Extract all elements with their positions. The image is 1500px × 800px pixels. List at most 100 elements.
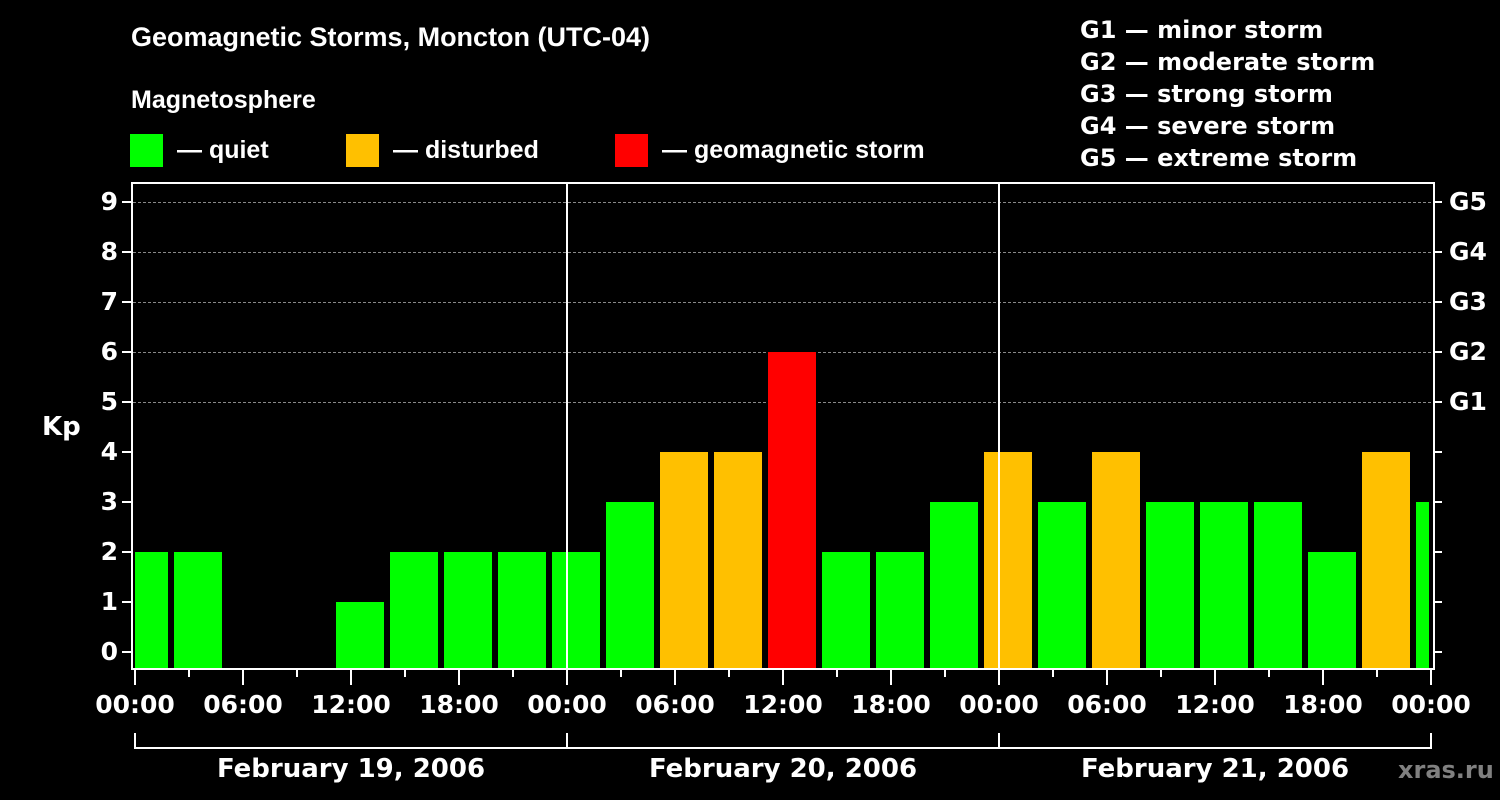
y-tick bbox=[122, 501, 131, 503]
x-tick-label: 06:00 bbox=[203, 690, 283, 719]
x-tick-label: 00:00 bbox=[959, 690, 1039, 719]
g-level-label: G1 bbox=[1449, 387, 1487, 416]
x-tick-major bbox=[1214, 668, 1216, 685]
x-tick-label: 18:00 bbox=[851, 690, 931, 719]
kp-bar bbox=[822, 552, 870, 668]
date-label: February 21, 2006 bbox=[1080, 754, 1350, 784]
kp-bar bbox=[336, 602, 384, 668]
kp-bar bbox=[1092, 452, 1140, 668]
day-separator bbox=[998, 182, 1000, 668]
kp-bar bbox=[1146, 502, 1194, 668]
kp-bar bbox=[1254, 502, 1302, 668]
x-tick-label: 18:00 bbox=[419, 690, 499, 719]
y-tick-right bbox=[1433, 601, 1442, 603]
kp-bar bbox=[390, 552, 438, 668]
kp-bar bbox=[1362, 452, 1410, 668]
x-tick-label: 12:00 bbox=[1175, 690, 1255, 719]
x-tick-label: 12:00 bbox=[311, 690, 391, 719]
g-level-label: G5 bbox=[1449, 187, 1487, 216]
x-tick-minor bbox=[1376, 668, 1378, 677]
y-tick-right bbox=[1433, 551, 1442, 553]
chart-title: Geomagnetic Storms, Moncton (UTC-04) bbox=[131, 22, 651, 52]
kp-bar bbox=[444, 552, 492, 668]
x-tick-major bbox=[674, 668, 676, 685]
x-tick-major bbox=[1106, 668, 1108, 685]
y-tick-right bbox=[1433, 651, 1442, 653]
x-tick-label: 06:00 bbox=[635, 690, 715, 719]
date-bracket-line bbox=[134, 747, 1432, 749]
y-tick-right bbox=[1433, 401, 1442, 403]
x-tick-major bbox=[998, 668, 1000, 685]
date-bracket-tick bbox=[998, 733, 1000, 749]
date-bracket-tick bbox=[1430, 733, 1432, 749]
y-tick-label: 0 bbox=[100, 637, 118, 666]
x-tick-minor bbox=[836, 668, 838, 677]
legend-storm: — geomagnetic storm bbox=[615, 133, 925, 167]
y-tick-right bbox=[1433, 201, 1442, 203]
x-tick-major bbox=[350, 668, 352, 685]
y-tick-label: 3 bbox=[100, 487, 118, 516]
y-tick-label: 9 bbox=[100, 187, 118, 216]
day-separator bbox=[566, 182, 568, 668]
x-tick-major bbox=[134, 668, 136, 685]
x-tick-major bbox=[1430, 668, 1432, 685]
kp-bar bbox=[768, 352, 816, 668]
y-tick bbox=[122, 451, 131, 453]
y-tick bbox=[122, 651, 131, 653]
x-tick-minor bbox=[188, 668, 190, 677]
g-level-label: G4 bbox=[1449, 237, 1487, 266]
x-tick-label: 18:00 bbox=[1283, 690, 1363, 719]
legend-disturbed: — disturbed bbox=[346, 133, 539, 167]
plot-frame bbox=[131, 182, 1435, 670]
storm-level-g4: G4 — severe storm bbox=[1080, 112, 1336, 140]
y-axis-label: Kp bbox=[42, 412, 81, 442]
x-tick-label: 00:00 bbox=[95, 690, 175, 719]
y-tick-label: 8 bbox=[100, 237, 118, 266]
x-tick-label: 06:00 bbox=[1067, 690, 1147, 719]
y-tick-label: 6 bbox=[100, 337, 118, 366]
y-tick bbox=[122, 251, 131, 253]
kp-bar bbox=[606, 502, 654, 668]
y-tick-right bbox=[1433, 501, 1442, 503]
legend-label-disturbed: — disturbed bbox=[393, 135, 539, 164]
y-tick bbox=[122, 601, 131, 603]
g-level-label: G2 bbox=[1449, 337, 1487, 366]
y-tick bbox=[122, 351, 131, 353]
gridline bbox=[133, 302, 1431, 303]
x-tick-major bbox=[566, 668, 568, 685]
y-tick bbox=[122, 551, 131, 553]
legend-quiet: — quiet bbox=[130, 133, 269, 167]
kp-bar bbox=[498, 552, 546, 668]
kp-bar bbox=[1200, 502, 1248, 668]
y-tick bbox=[122, 301, 131, 303]
storm-level-g5: G5 — extreme storm bbox=[1080, 144, 1358, 172]
storm-level-g1: G1 — minor storm bbox=[1080, 16, 1324, 44]
kp-bar bbox=[984, 452, 1032, 668]
date-bracket-tick bbox=[134, 733, 136, 749]
x-tick-minor bbox=[1052, 668, 1054, 677]
x-tick-minor bbox=[1160, 668, 1162, 677]
date-bracket-tick bbox=[566, 733, 568, 749]
date-label: February 20, 2006 bbox=[648, 754, 918, 784]
y-tick-right bbox=[1433, 351, 1442, 353]
storm-level-legend: G1 — minor storm G2 — moderate storm G3 … bbox=[1080, 14, 1375, 174]
x-tick-major bbox=[458, 668, 460, 685]
kp-bar bbox=[552, 552, 600, 668]
x-tick-minor bbox=[728, 668, 730, 677]
x-tick-major bbox=[890, 668, 892, 685]
kp-bar bbox=[930, 502, 978, 668]
y-tick bbox=[122, 401, 131, 403]
y-tick-label: 5 bbox=[100, 387, 118, 416]
g-level-label: G3 bbox=[1449, 287, 1487, 316]
x-tick-major bbox=[1322, 668, 1324, 685]
storm-level-g3: G3 — strong storm bbox=[1080, 80, 1333, 108]
kp-bar bbox=[1038, 502, 1086, 668]
kp-bar bbox=[714, 452, 762, 668]
gridline bbox=[133, 252, 1431, 253]
kp-bar bbox=[174, 552, 222, 668]
x-tick-minor bbox=[620, 668, 622, 677]
credit-text: xras.ru bbox=[1398, 756, 1494, 784]
legend-label-storm: — geomagnetic storm bbox=[662, 135, 925, 164]
y-tick bbox=[122, 201, 131, 203]
x-tick-label: 00:00 bbox=[527, 690, 607, 719]
